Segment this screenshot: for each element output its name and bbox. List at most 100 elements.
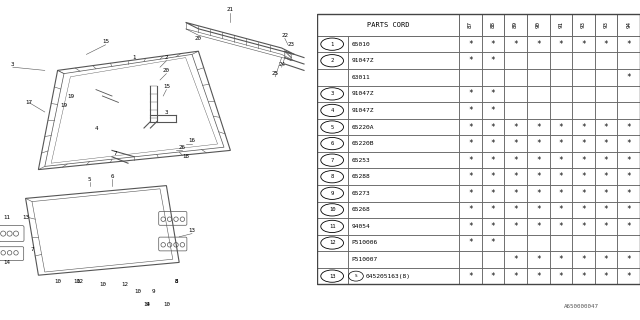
Text: 93: 93 — [581, 21, 586, 28]
Text: *: * — [468, 205, 472, 214]
Bar — [595, 85, 618, 102]
Text: 24: 24 — [278, 61, 285, 67]
Text: *: * — [513, 172, 518, 181]
Bar — [595, 135, 618, 152]
Text: *: * — [513, 40, 518, 49]
Bar — [459, 102, 482, 119]
Text: 65010: 65010 — [351, 42, 370, 47]
Bar — [572, 102, 595, 119]
Bar — [482, 268, 504, 284]
Bar — [348, 36, 459, 52]
Bar — [618, 14, 640, 36]
Bar — [550, 235, 572, 251]
Bar — [482, 251, 504, 268]
Text: 4: 4 — [94, 125, 98, 131]
Text: 1: 1 — [330, 42, 334, 47]
Bar — [482, 152, 504, 168]
Bar — [504, 185, 527, 202]
Bar — [550, 36, 572, 52]
Bar — [618, 235, 640, 251]
Bar — [482, 202, 504, 218]
Text: *: * — [581, 272, 586, 281]
Bar — [504, 251, 527, 268]
Bar — [348, 218, 459, 235]
Text: 91047Z: 91047Z — [351, 92, 374, 96]
Text: *: * — [559, 156, 563, 165]
Text: 1: 1 — [132, 55, 136, 60]
Bar — [527, 36, 550, 52]
Bar — [527, 218, 550, 235]
Text: *: * — [513, 255, 518, 264]
Text: *: * — [604, 156, 609, 165]
Text: *: * — [536, 205, 541, 214]
Text: *: * — [491, 89, 495, 98]
Bar — [348, 235, 459, 251]
Bar — [504, 152, 527, 168]
Text: *: * — [536, 139, 541, 148]
Bar — [527, 185, 550, 202]
Bar — [348, 268, 459, 284]
Bar — [618, 185, 640, 202]
Text: *: * — [627, 172, 631, 181]
Bar — [595, 152, 618, 168]
Text: *: * — [468, 139, 472, 148]
Bar — [348, 69, 459, 85]
Bar — [527, 168, 550, 185]
Text: *: * — [581, 40, 586, 49]
Text: 89: 89 — [513, 21, 518, 28]
Text: *: * — [604, 172, 609, 181]
Text: 10: 10 — [134, 289, 141, 294]
Text: *: * — [559, 123, 563, 132]
Text: *: * — [468, 40, 472, 49]
Text: *: * — [536, 172, 541, 181]
Text: 26: 26 — [179, 145, 186, 150]
Bar — [482, 168, 504, 185]
Text: 14: 14 — [144, 301, 150, 307]
Bar — [459, 251, 482, 268]
Text: *: * — [536, 222, 541, 231]
Bar — [348, 152, 459, 168]
Text: *: * — [581, 139, 586, 148]
Bar — [550, 135, 572, 152]
Bar — [572, 168, 595, 185]
Text: 4: 4 — [330, 108, 334, 113]
Bar — [572, 251, 595, 268]
Text: *: * — [468, 123, 472, 132]
Bar — [595, 102, 618, 119]
Text: *: * — [581, 189, 586, 198]
Text: 19: 19 — [67, 93, 74, 99]
Bar — [459, 152, 482, 168]
Text: 91047Z: 91047Z — [351, 58, 374, 63]
Text: 5: 5 — [88, 177, 92, 182]
Bar — [317, 85, 348, 102]
Bar — [527, 251, 550, 268]
Bar — [572, 235, 595, 251]
Bar — [618, 119, 640, 135]
Text: 10: 10 — [74, 279, 80, 284]
Text: *: * — [604, 123, 609, 132]
Text: 91: 91 — [558, 21, 563, 28]
Bar — [572, 69, 595, 85]
Text: *: * — [559, 189, 563, 198]
Bar — [572, 218, 595, 235]
Bar — [482, 235, 504, 251]
Bar — [618, 36, 640, 52]
Bar — [550, 202, 572, 218]
Bar — [482, 102, 504, 119]
Bar — [527, 69, 550, 85]
Text: *: * — [468, 56, 472, 65]
Text: *: * — [513, 123, 518, 132]
Text: *: * — [604, 272, 609, 281]
Text: 2: 2 — [330, 58, 334, 63]
Text: 10: 10 — [163, 301, 170, 307]
Text: *: * — [513, 189, 518, 198]
Text: 90: 90 — [536, 21, 541, 28]
Bar — [348, 102, 459, 119]
Bar — [527, 152, 550, 168]
Text: 8: 8 — [330, 174, 334, 179]
Bar — [618, 202, 640, 218]
Bar — [572, 202, 595, 218]
Text: PARTS CORD: PARTS CORD — [367, 22, 409, 28]
Bar — [572, 152, 595, 168]
Text: *: * — [581, 123, 586, 132]
